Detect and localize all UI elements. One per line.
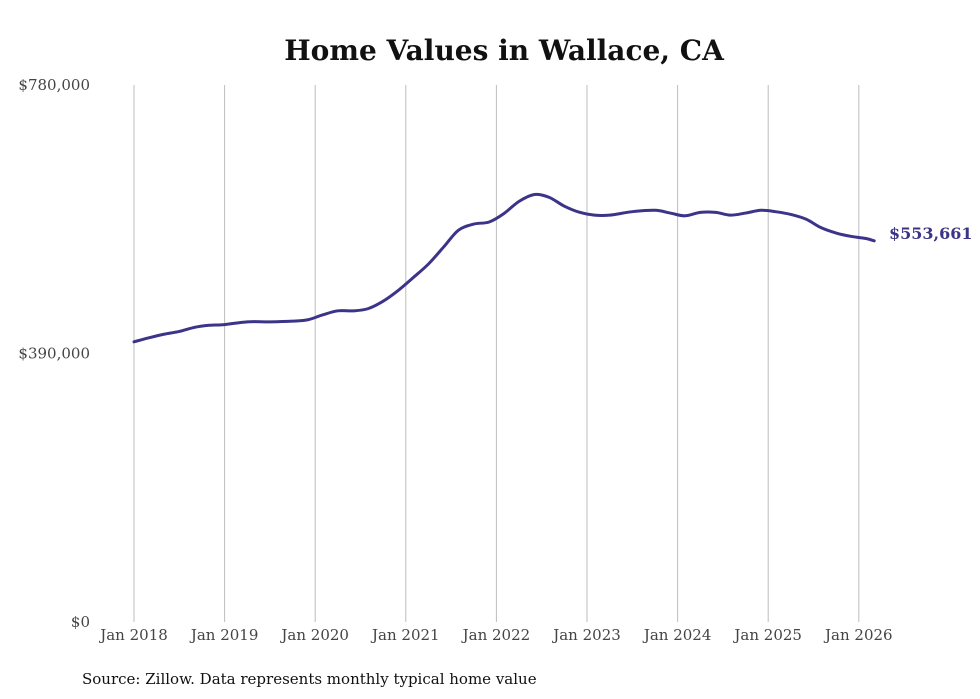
end-value-label: $553,661 — [889, 224, 973, 243]
y-tick-label-0: $0 — [71, 613, 90, 631]
source-note: Source: Zillow. Data represents monthly … — [82, 670, 537, 688]
x-tick-label-8: Jan 2026 — [823, 626, 893, 644]
chart-title: Home Values in Wallace, CA — [284, 34, 725, 67]
y-axis-ticks: $0 $390,000 $780,000 — [18, 76, 90, 631]
x-tick-label-3: Jan 2021 — [370, 626, 440, 644]
y-tick-label-2: $780,000 — [18, 76, 90, 94]
x-tick-label-6: Jan 2024 — [642, 626, 712, 644]
x-tick-label-2: Jan 2020 — [279, 626, 349, 644]
x-tick-label-1: Jan 2019 — [189, 626, 259, 644]
gridlines — [133, 85, 860, 622]
x-tick-label-4: Jan 2022 — [461, 626, 531, 644]
series-line-0 — [132, 192, 876, 344]
series-lines — [132, 192, 876, 344]
x-tick-label-7: Jan 2025 — [732, 626, 802, 644]
x-tick-label-0: Jan 2018 — [98, 626, 168, 644]
x-tick-label-5: Jan 2023 — [551, 626, 621, 644]
y-tick-label-1: $390,000 — [18, 345, 90, 363]
x-axis-ticks: Jan 2018 Jan 2019 Jan 2020 Jan 2021 Jan 2022… — [98, 626, 892, 644]
